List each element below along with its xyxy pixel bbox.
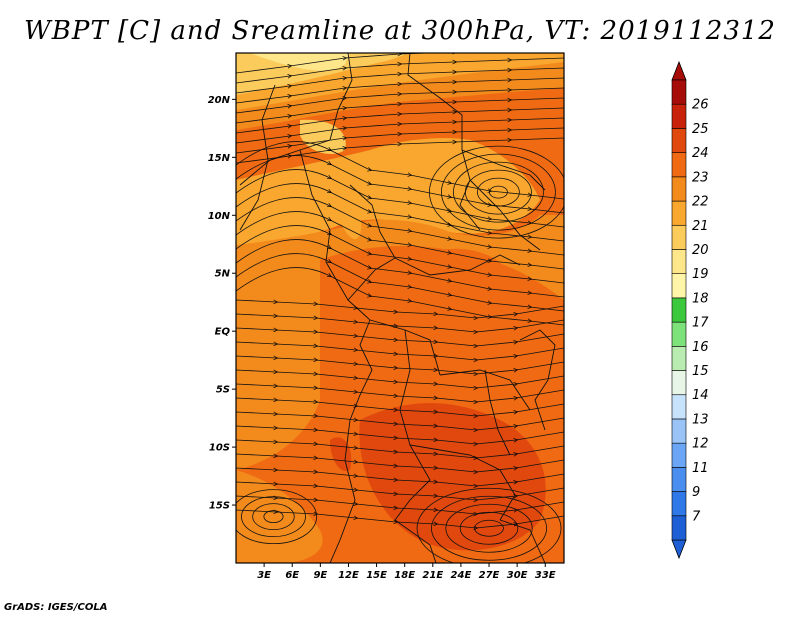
colorbar-segment bbox=[671, 394, 687, 420]
footer-credit: GrADS: IGES/COLA bbox=[4, 602, 108, 613]
lon-tick-label: 15E bbox=[366, 570, 387, 581]
colorbar-label: 23 bbox=[692, 170, 709, 185]
lat-tick-label: 15S bbox=[209, 501, 230, 512]
southern-circulation-streamline bbox=[474, 519, 504, 537]
cyclone-streamline bbox=[241, 496, 306, 538]
lon-tick-label: 27E bbox=[479, 570, 500, 581]
colorbar-segment bbox=[671, 79, 687, 105]
lat-tick-label: 10N bbox=[208, 211, 231, 222]
colorbar-segment bbox=[671, 442, 687, 468]
lon-tick-label: 9E bbox=[313, 570, 327, 581]
map-area bbox=[236, 53, 564, 563]
colorbar-lower-arrow bbox=[671, 539, 687, 560]
colorbar-segment bbox=[671, 103, 687, 129]
southern-circulation-streamline bbox=[416, 487, 562, 563]
colorbar-label: 25 bbox=[692, 122, 709, 137]
colorbar-segment bbox=[671, 273, 687, 299]
colorbar-segment bbox=[671, 128, 687, 153]
colorbar-segment bbox=[671, 321, 687, 347]
colorbar-label: 17 bbox=[692, 316, 709, 331]
country-border bbox=[239, 84, 276, 231]
colorbar-label: 9 bbox=[692, 485, 700, 500]
colorbar-upper-arrow bbox=[671, 60, 687, 81]
colorbar-label: 18 bbox=[692, 291, 709, 306]
lon-tick-label: 21E bbox=[422, 570, 443, 581]
southern-circulation-streamline bbox=[445, 503, 533, 553]
cyclone-streamline bbox=[236, 489, 318, 545]
colorbar-segment bbox=[671, 370, 687, 396]
colorbar-segment bbox=[671, 224, 687, 250]
colorbar-label: 14 bbox=[692, 388, 709, 403]
streamlines bbox=[236, 53, 564, 563]
lon-tick-label: 24E bbox=[451, 570, 472, 581]
colorbar-segment bbox=[671, 491, 687, 517]
chart-title: WBPT [C] and Sreamline at 300hPa, VT: 20… bbox=[24, 16, 776, 46]
lon-tick-label: 3E bbox=[257, 570, 271, 581]
lon-tick-label: 18E bbox=[394, 570, 415, 581]
lat-tick-label: 5S bbox=[216, 385, 230, 396]
colorbar-label: 19 bbox=[692, 267, 709, 282]
lat-tick-label: 5N bbox=[215, 269, 231, 280]
lon-tick-label: 6E bbox=[285, 570, 299, 581]
longitude-axis: 3E 6E 9E 12E 15E 18E 21E 24E 27E 30E 33E bbox=[257, 563, 556, 581]
colorbar-label: 20 bbox=[692, 243, 709, 258]
colorbar-label: 7 bbox=[692, 509, 701, 524]
lon-tick-label: 12E bbox=[338, 570, 359, 581]
colorbar-label: 16 bbox=[692, 340, 709, 355]
country-border bbox=[519, 329, 556, 431]
colorbar-segment bbox=[671, 467, 687, 492]
colorbar-segment bbox=[671, 249, 687, 274]
lon-tick-label: 33E bbox=[535, 570, 556, 581]
cyclone-streamline bbox=[263, 510, 284, 524]
colorbar: 7 9 11 12 13 14 15 16 17 18 19 20 21 22 23 24 25 26 bbox=[671, 60, 709, 560]
colorbar-segment bbox=[671, 418, 687, 444]
colorbar-label: 11 bbox=[692, 461, 709, 476]
lat-tick-label: 20N bbox=[208, 95, 231, 106]
lat-tick-label: 15N bbox=[208, 153, 231, 164]
southern-circulation-streamline bbox=[459, 511, 519, 545]
lat-tick-label: 10S bbox=[209, 443, 230, 454]
latitude-axis: 20N 15N 10N 5N EQ 5S 10S 15S bbox=[208, 95, 236, 512]
southern-circulation-streamline bbox=[431, 495, 548, 561]
colorbar-segment bbox=[671, 297, 687, 323]
cyclone-streamline bbox=[252, 503, 295, 531]
colorbar-label: 26 bbox=[692, 98, 709, 113]
colorbar-label: 22 bbox=[692, 195, 709, 210]
colorbar-label: 13 bbox=[692, 412, 709, 427]
colorbar-segment bbox=[671, 515, 687, 541]
lon-tick-label: 30E bbox=[507, 570, 528, 581]
colorbar-label: 24 bbox=[692, 146, 709, 161]
colorbar-label: 21 bbox=[692, 219, 709, 234]
colorbar-label: 12 bbox=[692, 437, 709, 452]
colorbar-segment bbox=[671, 200, 687, 226]
map-frame bbox=[235, 52, 565, 564]
colorbar-segment bbox=[671, 346, 687, 371]
colorbar-segment bbox=[671, 152, 687, 178]
lat-tick-label: EQ bbox=[215, 327, 231, 338]
colorbar-segment bbox=[671, 176, 687, 202]
colorbar-label: 15 bbox=[692, 364, 709, 379]
